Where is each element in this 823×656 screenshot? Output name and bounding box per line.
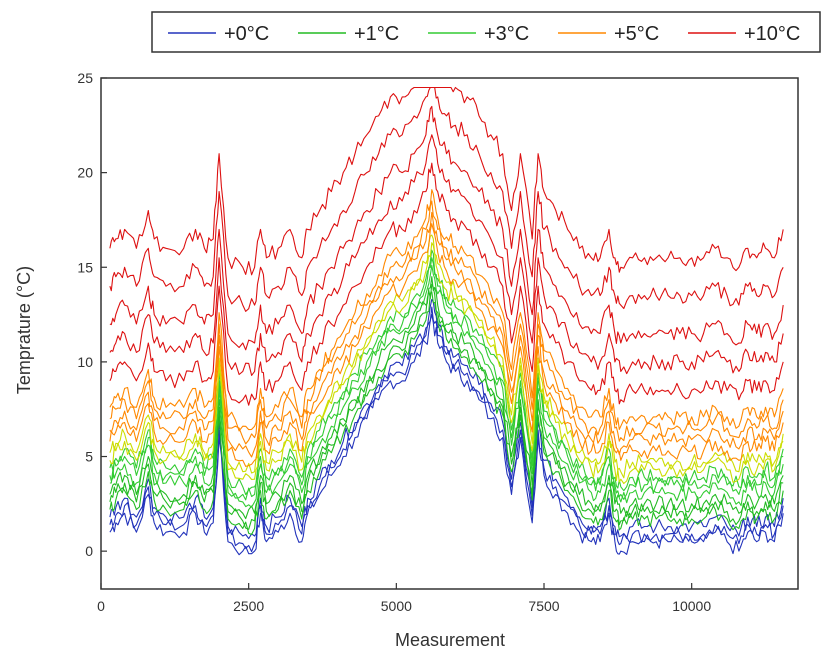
series-line [109,298,784,540]
series-line [109,264,784,508]
y-tick-label: 25 [77,70,93,86]
series-line [109,234,784,479]
legend-label: +5°C [614,23,659,45]
y-axis: 0 5 10 15 20 25 [77,70,107,559]
series-line [109,306,784,553]
series-line [109,211,784,458]
y-tick-label: 10 [77,354,93,370]
series-line [109,283,784,530]
series-line [109,86,784,276]
legend-label: +1°C [354,23,399,45]
series-line [109,134,784,376]
x-tick-label: 7500 [528,598,559,614]
series-line [109,86,784,312]
series-line [109,189,784,432]
y-tick-label: 20 [77,165,93,181]
x-axis: 0 2500 5000 7500 10000 [97,583,711,614]
legend-label: +0°C [224,23,269,45]
x-tick-label: 10000 [672,598,711,614]
y-tick-label: 0 [85,543,93,559]
legend-label: +3°C [484,23,529,45]
x-tick-label: 5000 [381,598,412,614]
y-axis-title: Temprature (°C) [14,266,34,394]
plot-area-frame [100,77,799,590]
x-axis-title: Measurement [395,630,505,650]
y-tick-label: 5 [85,449,93,465]
series-line [109,162,784,406]
series-layer [109,86,784,556]
series-line [109,223,784,467]
legend: +0°C +1°C +3°C +5°C +10°C [151,11,821,53]
series-line [109,257,784,501]
legend-box [151,11,821,53]
series-line [109,105,784,351]
legend-label: +10°C [744,23,800,45]
x-tick-label: 0 [97,598,105,614]
x-tick-label: 2500 [233,598,264,614]
y-tick-label: 15 [77,259,93,275]
series-line [109,276,784,520]
